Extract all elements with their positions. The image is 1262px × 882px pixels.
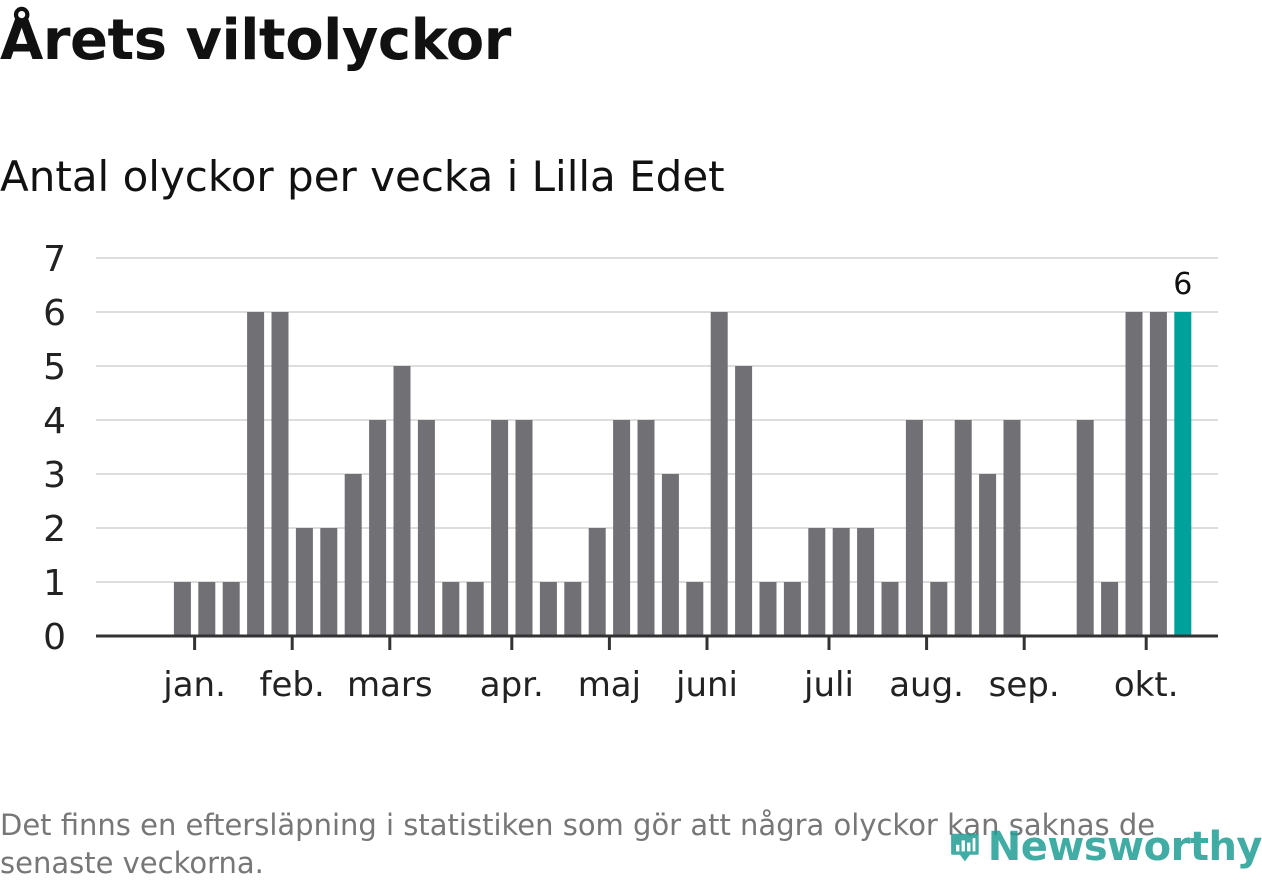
bar <box>710 312 728 636</box>
x-tick-label: juli <box>803 665 854 705</box>
y-tick-label: 6 <box>43 293 66 334</box>
x-tick-label: jan. <box>162 665 226 705</box>
bar <box>271 312 289 636</box>
bar <box>1149 312 1167 636</box>
bar <box>539 582 557 636</box>
bar <box>564 582 582 636</box>
footnote: Det finns en eftersläpning i statistiken… <box>0 808 1156 880</box>
bar <box>247 312 265 636</box>
bar <box>173 582 191 636</box>
bar <box>857 528 875 636</box>
bar <box>686 582 704 636</box>
bar <box>661 474 679 636</box>
x-tick-label: aug. <box>889 665 964 705</box>
y-tick-label: 7 <box>43 239 66 280</box>
bar <box>320 528 338 636</box>
bar <box>491 420 509 636</box>
y-tick-label: 1 <box>43 563 66 604</box>
x-tick-label: apr. <box>480 665 544 705</box>
bar <box>344 474 362 636</box>
bar <box>808 528 826 636</box>
x-tick-label: juni <box>675 665 738 705</box>
chart-logo-icon <box>951 833 979 861</box>
y-tick-label: 4 <box>43 401 66 442</box>
bar <box>1125 312 1143 636</box>
bar <box>588 528 606 636</box>
y-tick-label: 2 <box>43 509 66 550</box>
bar <box>1003 420 1021 636</box>
y-tick-label: 3 <box>43 455 66 496</box>
y-tick-label: 0 <box>43 617 66 658</box>
bar <box>222 582 240 636</box>
bar <box>1076 420 1094 636</box>
bar <box>783 582 801 636</box>
bar <box>198 582 216 636</box>
bar <box>759 582 777 636</box>
bar <box>881 582 899 636</box>
bar <box>393 366 411 636</box>
x-tick-label: feb. <box>260 665 325 705</box>
bar <box>466 582 484 636</box>
logo-wordmark: Newsworthy <box>987 823 1262 870</box>
x-tick-label: maj <box>578 665 641 705</box>
bar <box>954 420 972 636</box>
data-label: 6 <box>1173 267 1192 302</box>
bar-highlight <box>1174 312 1192 636</box>
bar <box>930 582 948 636</box>
newsworthy-logo: Newsworthy <box>950 814 1262 879</box>
x-tick-label: okt. <box>1114 665 1179 705</box>
bar <box>369 420 387 636</box>
bar <box>613 420 631 636</box>
bar <box>832 528 850 636</box>
bar-chart: 0 1 2 3 4 5 6 7 6 jan. feb. mars apr. maj juni juli aug.… <box>43 239 1218 705</box>
x-tick-label: mars <box>347 665 433 705</box>
bar <box>1101 582 1119 636</box>
x-tick-label: sep. <box>989 665 1060 705</box>
y-tick-label: 5 <box>43 347 66 388</box>
chart-subtitle: Antal olyckor per vecka i Lilla Edet <box>0 152 725 201</box>
bar <box>515 420 533 636</box>
bar <box>735 366 753 636</box>
bar <box>979 474 997 636</box>
bar <box>442 582 460 636</box>
bar <box>637 420 655 636</box>
bar <box>295 528 313 636</box>
bar <box>417 420 435 636</box>
bar <box>905 420 923 636</box>
chart-title: Årets viltolyckor <box>0 8 511 73</box>
